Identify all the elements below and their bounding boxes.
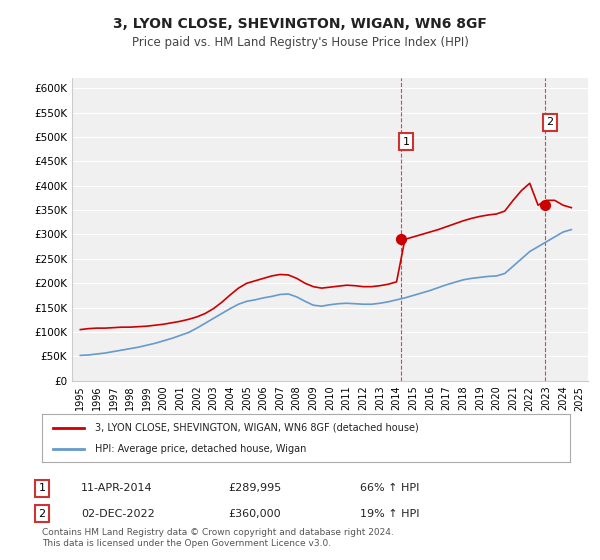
Text: 19% ↑ HPI: 19% ↑ HPI xyxy=(360,508,419,519)
Text: 3, LYON CLOSE, SHEVINGTON, WIGAN, WN6 8GF (detached house): 3, LYON CLOSE, SHEVINGTON, WIGAN, WN6 8G… xyxy=(95,423,419,433)
Text: Contains HM Land Registry data © Crown copyright and database right 2024.
This d: Contains HM Land Registry data © Crown c… xyxy=(42,528,394,548)
Text: 11-APR-2014: 11-APR-2014 xyxy=(81,483,152,493)
Text: 1: 1 xyxy=(38,483,46,493)
Text: HPI: Average price, detached house, Wigan: HPI: Average price, detached house, Wiga… xyxy=(95,444,306,454)
Text: 3, LYON CLOSE, SHEVINGTON, WIGAN, WN6 8GF: 3, LYON CLOSE, SHEVINGTON, WIGAN, WN6 8G… xyxy=(113,17,487,31)
Text: £289,995: £289,995 xyxy=(228,483,281,493)
Text: 2: 2 xyxy=(547,117,554,127)
Point xyxy=(397,235,406,244)
Text: 66% ↑ HPI: 66% ↑ HPI xyxy=(360,483,419,493)
Text: £360,000: £360,000 xyxy=(228,508,281,519)
Text: 2: 2 xyxy=(38,508,46,519)
Text: 1: 1 xyxy=(403,137,410,147)
Point xyxy=(540,200,550,209)
Text: Price paid vs. HM Land Registry's House Price Index (HPI): Price paid vs. HM Land Registry's House … xyxy=(131,36,469,49)
Text: 02-DEC-2022: 02-DEC-2022 xyxy=(81,508,155,519)
